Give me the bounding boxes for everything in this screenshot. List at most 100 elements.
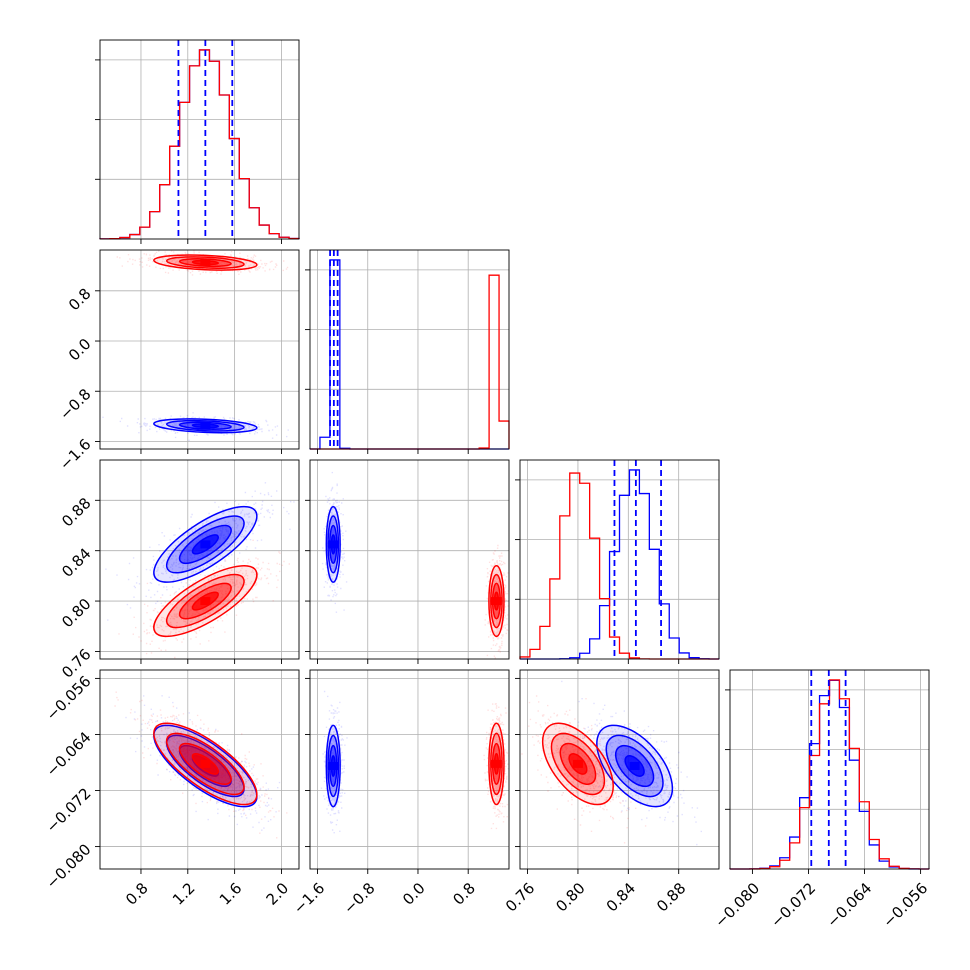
contour-1-2 [490, 732, 503, 796]
contour-1-1 [559, 742, 597, 785]
x-tick-label-0-0: 0.8 [122, 879, 152, 909]
panel-frame-3-0 [99, 669, 300, 870]
contour-1-1 [178, 742, 232, 785]
histogram-step-2-0 [520, 469, 720, 660]
x-tick-label-0-1: 1.2 [169, 879, 199, 909]
histogram-step-1-0 [310, 259, 509, 450]
contour-0-3 [153, 418, 258, 434]
contour-1-3 [488, 565, 505, 638]
contour-0-1 [178, 744, 232, 788]
contour-0-0 [191, 423, 219, 429]
panel-frame-0-0 [99, 39, 300, 240]
contour-0-3 [153, 505, 258, 583]
x-tick-label-0-3: 2.0 [263, 879, 293, 909]
contour-1-0 [493, 591, 500, 611]
panel-frame-2-1 [309, 459, 510, 660]
density-peak-1 [491, 759, 502, 768]
panel-3-1 [320, 690, 509, 834]
x-tick-label-3-1: −0.072 [767, 879, 819, 931]
x-tick-label-1-2: 0.0 [399, 879, 429, 909]
density-peak-1 [200, 759, 211, 768]
density-peak-1 [200, 258, 211, 267]
panel-frame-1-1 [309, 249, 510, 450]
x-tick-label-2-3: 0.88 [653, 879, 689, 915]
y-tick-label-2-3: 0.88 [58, 494, 94, 530]
contour-0-0 [330, 755, 336, 777]
contour-1-3 [488, 722, 505, 806]
panel-3-0 [114, 691, 288, 839]
panel-frame-2-0 [99, 459, 300, 660]
contour-1-3 [153, 722, 258, 806]
contour-1-1 [491, 742, 501, 785]
density-peak-0 [629, 761, 640, 770]
panel-2-0 [105, 482, 295, 659]
contour-1-0 [493, 752, 500, 775]
contour-0-3 [325, 505, 341, 583]
contour-1-2 [165, 573, 245, 629]
x-tick-label-3-3: −0.056 [879, 879, 931, 931]
contour-0-2 [165, 734, 245, 798]
histogram-step-0-0 [99, 49, 300, 240]
panel-frame-3-1 [309, 669, 510, 870]
x-tick-label-2-0: 0.76 [502, 879, 538, 915]
contour-0-1 [178, 421, 232, 430]
contour-0-1 [329, 524, 338, 565]
density-peak-1 [491, 597, 502, 606]
y-tick-label-1-1: −0.8 [56, 385, 94, 423]
density-peak-0 [328, 761, 339, 770]
contour-1-2 [550, 732, 606, 796]
contour-0-3 [153, 724, 258, 808]
y-tick-label-1-2: 0.0 [65, 335, 95, 365]
contour-0-1 [178, 524, 232, 565]
contour-0-0 [624, 755, 645, 777]
x-tick-label-1-1: −0.8 [340, 879, 378, 917]
contour-0-1 [329, 744, 338, 788]
x-tick-label-2-1: 0.80 [552, 879, 588, 915]
contour-1-1 [491, 582, 501, 620]
density-peak-1 [200, 597, 211, 606]
contour-1-0 [568, 752, 588, 775]
contour-1-0 [191, 752, 219, 775]
x-tick-label-3-0: −0.080 [711, 879, 763, 931]
density-peak-0 [328, 540, 339, 549]
contour-0-0 [191, 534, 219, 555]
contour-1-0 [191, 259, 219, 266]
contour-1-3 [153, 565, 258, 638]
frame-layer [95, 39, 930, 874]
contour-1-2 [165, 732, 245, 796]
y-tick-label-1-0: −1.6 [56, 435, 94, 473]
y-tick-label-3-2: −0.064 [43, 728, 95, 780]
panel-frame-3-3 [729, 669, 930, 870]
contour-0-2 [605, 734, 664, 798]
panel-frame-3-2 [519, 669, 720, 870]
contour-1-1 [178, 258, 232, 268]
panel-frame-1-0 [99, 249, 300, 450]
contour-0-2 [165, 419, 245, 432]
scatter-cloud-0 [561, 680, 702, 846]
x-tick-label-1-3: 0.8 [449, 879, 479, 909]
histogram-step-0-1 [99, 49, 300, 240]
x-tick-label-2-2: 0.84 [603, 879, 639, 915]
contour-0-2 [165, 515, 245, 574]
contour-0-3 [596, 724, 674, 808]
contour-1-3 [153, 254, 258, 271]
y-tick-label-2-1: 0.80 [58, 595, 94, 631]
contour-1-0 [191, 591, 219, 611]
density-peak-0 [200, 540, 211, 549]
contour-0-2 [327, 515, 340, 574]
panel-2-1 [321, 471, 509, 659]
panel-3-2 [521, 680, 702, 846]
contour-1-2 [490, 573, 503, 629]
density-peak-0 [200, 421, 211, 430]
x-tick-label-1-0: −1.6 [290, 879, 328, 917]
contour-1-1 [178, 582, 232, 620]
contour-0-1 [614, 744, 655, 788]
contour-1-3 [541, 722, 614, 806]
contour-0-0 [330, 534, 336, 555]
density-peak-1 [572, 759, 583, 768]
y-tick-label-3-1: −0.072 [43, 784, 95, 836]
grid-layer [100, 40, 929, 869]
data-layer [99, 40, 930, 870]
y-tick-label-2-0: 0.76 [58, 645, 94, 681]
